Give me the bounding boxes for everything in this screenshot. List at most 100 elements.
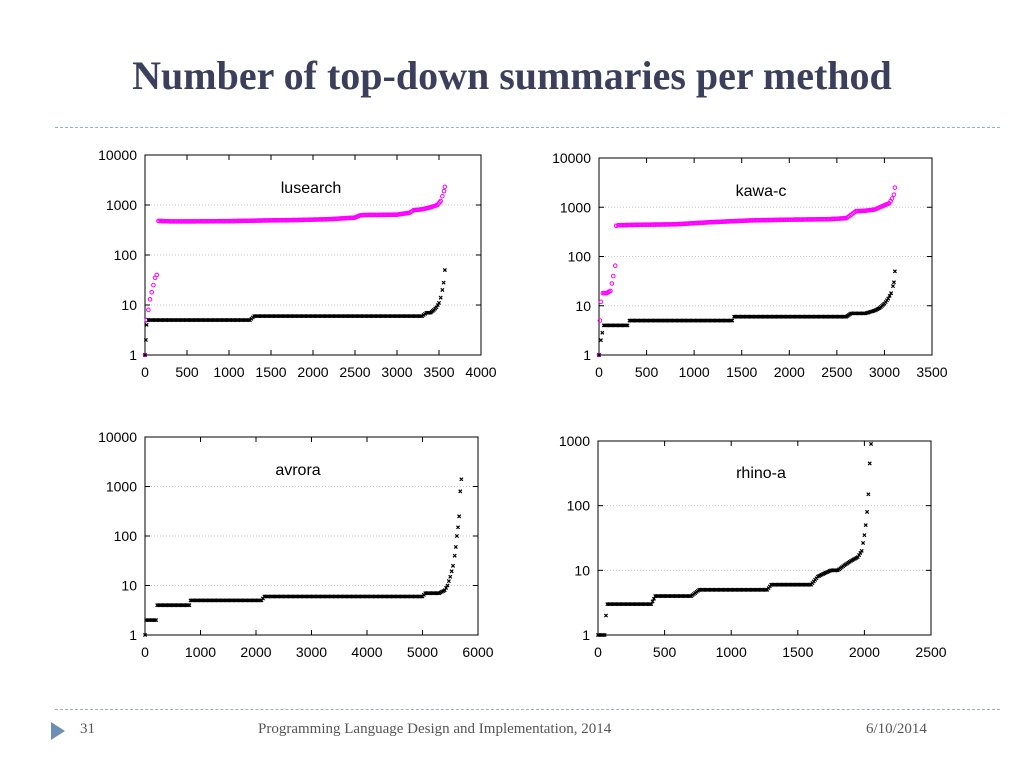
x-tick-label: 2000 (774, 364, 805, 380)
data-point (435, 591, 440, 596)
data-point (610, 273, 616, 279)
data-point (440, 193, 445, 199)
footer-caption: Programming Language Design and Implemen… (258, 721, 612, 737)
data-point (889, 196, 895, 201)
title-divider (55, 127, 1000, 128)
data-point (146, 307, 151, 313)
x-tick-label: 0 (141, 644, 149, 660)
x-tick-label: 0 (595, 364, 603, 380)
data-point (457, 514, 462, 519)
y-tick-label: 100 (114, 528, 138, 544)
chart-lusearch: 1 10 100 1000 10000 0 500 1000 1500 2000 2500 3000 3… (78, 145, 498, 390)
data-point (728, 318, 733, 323)
data-point (624, 323, 629, 328)
x-tick-label: 2500 (339, 364, 370, 380)
data-point (600, 330, 605, 335)
data-point (608, 288, 613, 294)
x-tick-label: 1000 (213, 364, 244, 380)
data-point (142, 632, 148, 638)
data-point (147, 297, 153, 302)
x-tick-label: 4000 (351, 644, 382, 660)
data-point (434, 305, 439, 310)
data-point (861, 540, 866, 546)
data-point (458, 489, 463, 494)
data-point (687, 594, 692, 599)
y-tick-label: 1000 (560, 199, 591, 215)
x-tick-label: 1500 (782, 644, 813, 660)
x-tick-label: 2500 (915, 644, 946, 660)
data-point (142, 352, 148, 358)
chart-avrora-plot: 1 10 100 1000 10000 0 1000 2000 3000 4000 5000 6000… (98, 429, 494, 660)
y-tick-label: 10000 (98, 147, 137, 163)
y-tick-label: 1 (129, 627, 137, 643)
data-point (154, 618, 159, 623)
data-point (625, 323, 630, 328)
x-tick-label: 1500 (255, 364, 286, 380)
y-tick-label: 1 (583, 347, 591, 363)
y-tick-label: 10 (575, 298, 591, 314)
data-point (598, 299, 604, 305)
slide-title: Number of top-down summaries per method (132, 53, 892, 98)
data-point (597, 318, 603, 323)
y-tick-label: 10 (121, 578, 137, 594)
data-point (603, 613, 609, 618)
data-point (142, 352, 148, 358)
data-point (892, 269, 897, 274)
data-point (442, 588, 447, 593)
data-point (763, 587, 768, 592)
data-point (445, 583, 450, 588)
data-point (187, 603, 192, 608)
x-tick-label: 500 (175, 364, 199, 380)
chart-rhino-a: 1 10 100 1000 0 500 1000 1500 2000 2500 rhino-a (535, 428, 955, 670)
x-tick-label: 6000 (462, 644, 493, 660)
data-point (886, 296, 891, 301)
data-point (867, 461, 872, 466)
x-tick-label: 1000 (185, 644, 216, 660)
data-point (859, 548, 864, 553)
x-tick-label: 0 (141, 364, 149, 380)
data-point (609, 281, 615, 286)
chart-label: lusearch (281, 180, 341, 197)
data-point (887, 293, 892, 298)
x-tick-label: 3000 (381, 364, 412, 380)
data-point (444, 585, 449, 590)
data-point (892, 185, 898, 190)
x-tick-label: 5000 (407, 644, 438, 660)
data-point (598, 338, 603, 343)
data-point (649, 602, 654, 607)
data-point (441, 280, 446, 285)
y-tick-label: 10000 (552, 150, 591, 166)
y-tick-label: 100 (567, 498, 591, 514)
chart-avrora: 1 10 100 1000 10000 0 1000 2000 3000 4000 5000 6000… (78, 425, 498, 670)
y-tick-label: 1 (129, 347, 137, 363)
data-point (863, 523, 868, 528)
data-point (143, 337, 148, 342)
data-point (151, 282, 156, 288)
y-tick-label: 10 (574, 562, 590, 578)
data-point (154, 272, 160, 278)
data-point (730, 318, 735, 323)
y-tick-label: 10 (121, 297, 137, 313)
data-point (449, 569, 454, 574)
x-tick-label: 3000 (869, 364, 900, 380)
footer-divider (55, 709, 1000, 710)
data-point (418, 314, 423, 319)
data-point (448, 574, 453, 579)
data-point (455, 525, 461, 530)
chart-label: avrora (275, 462, 320, 479)
x-tick-label: 4000 (465, 364, 496, 380)
x-tick-label: 500 (635, 364, 659, 380)
data-point (869, 441, 874, 446)
data-point (650, 599, 655, 604)
slide-number: 31 (80, 721, 95, 737)
chart-label: rhino-a (736, 465, 786, 482)
chart-rhino-a-plot: 1 10 100 1000 0 500 1000 1500 2000 2500 rhino-a (559, 433, 947, 660)
data-point (149, 289, 155, 295)
chart-kawa-c-plot: 1 10 100 1000 10000 0 500 1000 1500 2000 2500 3000 3… (552, 150, 948, 380)
data-point (453, 544, 458, 550)
y-tick-label: 1000 (106, 197, 137, 213)
x-tick-label: 0 (594, 644, 602, 660)
data-point (890, 284, 896, 289)
data-point (441, 188, 447, 194)
x-tick-label: 500 (653, 644, 677, 660)
